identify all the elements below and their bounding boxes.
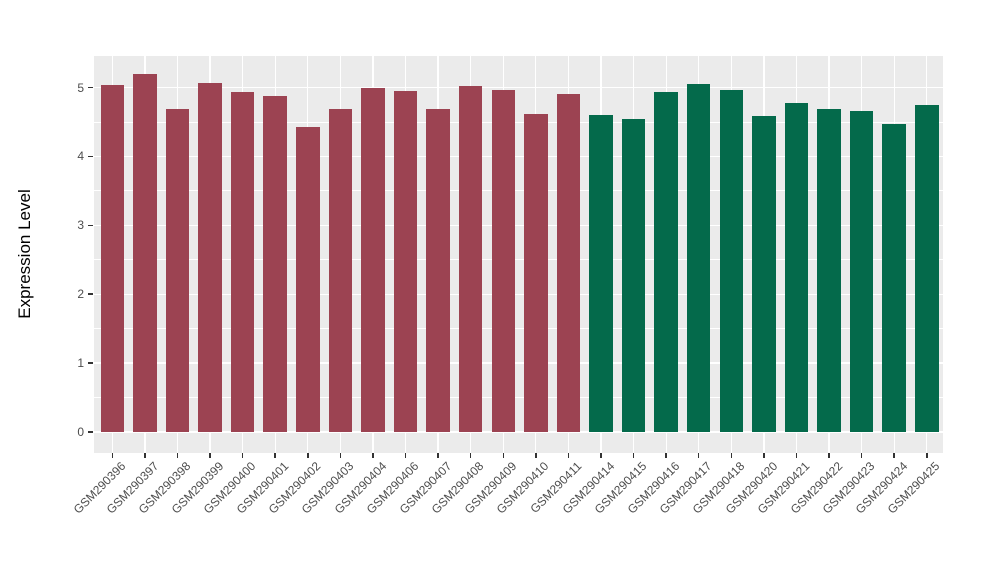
- bar: [198, 83, 222, 432]
- x-tick-mark: [763, 453, 765, 458]
- bar: [263, 96, 287, 432]
- bar: [100, 85, 125, 432]
- x-tick-mark: [209, 453, 211, 458]
- x-tick-mark: [893, 453, 895, 458]
- bar: [328, 108, 353, 432]
- x-tick-mark: [176, 453, 179, 458]
- x-tick-mark: [828, 453, 830, 458]
- bar: [849, 110, 874, 432]
- x-tick-mark: [437, 453, 439, 458]
- y-tick-mark: [87, 362, 93, 364]
- bar: [686, 84, 711, 432]
- x-tick-mark: [502, 453, 504, 458]
- x-tick-mark: [665, 453, 667, 458]
- y-major-gridline: [94, 431, 943, 433]
- y-tick-mark: [87, 86, 93, 89]
- bar: [133, 74, 157, 432]
- bar: [458, 86, 483, 432]
- x-tick-mark: [274, 453, 276, 458]
- bar: [719, 90, 744, 432]
- y-tick-label: 1: [77, 356, 84, 371]
- y-major-gridline: [94, 86, 943, 89]
- x-tick-mark: [600, 453, 602, 458]
- x-tick-mark: [469, 453, 472, 458]
- bar: [817, 108, 841, 432]
- y-tick-label: 0: [77, 425, 84, 439]
- x-tick-mark: [372, 453, 374, 458]
- x-tick-mark: [632, 453, 635, 458]
- bar: [915, 105, 939, 432]
- y-minor-gridline: [94, 121, 943, 123]
- bar: [882, 124, 906, 432]
- y-tick-mark: [87, 293, 93, 295]
- y-minor-gridline: [94, 190, 943, 192]
- y-tick-mark: [87, 224, 93, 227]
- bar: [361, 87, 385, 432]
- bar: [393, 90, 418, 432]
- y-tick-mark: [87, 155, 93, 158]
- y-tick-label: 4: [77, 149, 84, 164]
- y-major-gridline: [94, 293, 943, 295]
- bar: [230, 92, 255, 432]
- x-tick-mark: [307, 453, 309, 458]
- bar: [296, 127, 320, 432]
- bar: [654, 91, 678, 432]
- x-tick-mark: [404, 453, 407, 458]
- bar: [752, 115, 776, 432]
- x-tick-mark: [144, 453, 146, 458]
- x-tick-mark: [730, 453, 733, 458]
- x-tick-mark: [535, 453, 537, 458]
- bar: [621, 118, 646, 432]
- bar: [426, 108, 450, 432]
- y-minor-gridline: [94, 328, 943, 330]
- x-tick-mark: [111, 453, 114, 458]
- bar: [165, 108, 190, 432]
- y-tick-label: 2: [77, 287, 84, 302]
- x-tick-mark: [795, 453, 798, 458]
- y-tick-mark: [87, 431, 93, 433]
- y-major-gridline: [94, 155, 943, 158]
- y-axis-title: Expression Level: [15, 189, 34, 319]
- x-tick-mark: [926, 453, 928, 458]
- x-tick-mark: [860, 453, 863, 458]
- y-major-gridline: [94, 224, 943, 226]
- y-tick-label: 5: [77, 80, 84, 95]
- bar: [784, 102, 809, 432]
- y-minor-gridline: [94, 397, 943, 398]
- bar: [491, 90, 515, 432]
- x-tick-mark: [339, 453, 342, 458]
- plot-area: [94, 56, 943, 453]
- x-tick-mark: [697, 453, 700, 458]
- x-tick-mark: [567, 453, 570, 458]
- bar: [589, 115, 613, 432]
- y-major-gridline: [94, 362, 943, 364]
- bar: [556, 93, 581, 432]
- y-minor-gridline: [94, 259, 943, 261]
- x-tick-mark: [241, 453, 244, 458]
- y-tick-label: 3: [77, 218, 84, 233]
- bar: [524, 113, 548, 432]
